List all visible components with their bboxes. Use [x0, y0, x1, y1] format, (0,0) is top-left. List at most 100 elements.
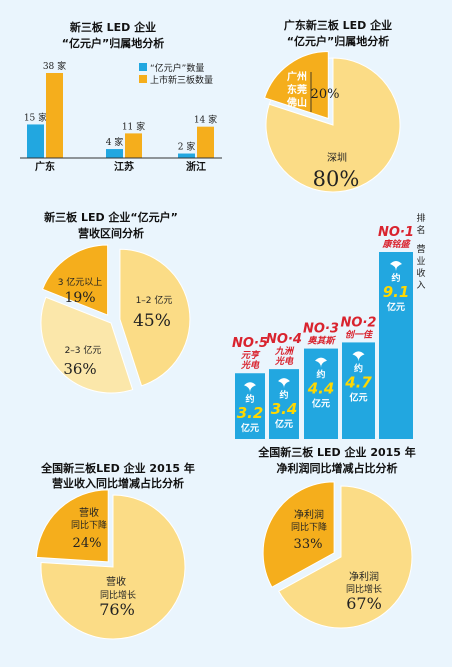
data-label: 15 家 — [24, 111, 47, 123]
bird-icon — [352, 351, 365, 362]
company-name: 元亨 — [241, 350, 261, 361]
slice-value: 45% — [133, 311, 171, 331]
legend-swatch — [139, 63, 147, 71]
slice-value: 24% — [73, 536, 102, 551]
chart-title: 新三板 LED 企业“亿元户” — [44, 210, 178, 224]
rank-label: NO·5 — [232, 336, 268, 351]
bar — [178, 153, 195, 158]
unit-label: 约 — [245, 393, 254, 405]
slice-label: 3 亿元以上 — [58, 276, 103, 288]
bird-icon — [390, 261, 402, 271]
slice-label: 净利润 — [349, 570, 379, 583]
chart-title: 广东新三板 LED 企业 — [284, 18, 392, 32]
slice-sublabel: 同比下降 — [291, 521, 327, 533]
bar — [27, 124, 44, 158]
company-name: 康铭盛 — [381, 239, 411, 250]
bar — [46, 73, 63, 158]
slice-label: 营收 — [106, 575, 126, 588]
slice-value: 33% — [294, 537, 323, 552]
company-name: 奥其斯 — [307, 336, 336, 347]
bar — [125, 133, 142, 158]
bar-value: 9.1 — [383, 283, 410, 301]
pie-slice — [41, 244, 109, 316]
rank-label: NO·2 — [341, 315, 377, 330]
slice-value: 20% — [311, 87, 340, 102]
slice-value: 19% — [64, 290, 95, 306]
legend-swatch — [139, 75, 147, 83]
chart-title: 营业收入同比增减占比分析 — [52, 476, 184, 490]
side-title: 营 — [416, 243, 425, 255]
pie-slice — [262, 481, 335, 588]
company-name: 九洲 — [274, 346, 295, 357]
tick-label: 广东 — [35, 160, 55, 173]
rank-label: NO·4 — [266, 332, 302, 347]
pie-slice — [35, 489, 109, 563]
bird-icon — [315, 357, 327, 368]
data-label: 38 家 — [43, 60, 66, 72]
unit-label: 亿元 — [241, 422, 259, 434]
slice-label: 佛山 — [286, 96, 307, 109]
pie-slice — [40, 296, 134, 394]
bar-value: 3.4 — [271, 400, 298, 418]
company-name: 光电 — [274, 356, 294, 367]
slice-label: 东莞 — [287, 83, 307, 96]
pie-slice — [278, 485, 413, 629]
slice-sublabel: 同比下降 — [71, 519, 107, 531]
slice-label: 1–2 亿元 — [136, 294, 173, 306]
chart-title: “亿元户”归属地分析 — [287, 34, 389, 48]
rank-label: NO·3 — [303, 322, 339, 337]
unit-label: 亿元 — [312, 398, 330, 410]
bar — [106, 149, 123, 158]
bird-icon — [244, 382, 256, 393]
chart-title: 净利润同比增减占比分析 — [277, 461, 398, 475]
rank-label: NO·1 — [378, 225, 414, 240]
bar-value: 4.7 — [344, 373, 372, 391]
unit-label: 亿元 — [349, 391, 367, 403]
chart-title: “亿元户”归属地分析 — [62, 36, 164, 50]
bar-value: 4.4 — [307, 380, 335, 398]
data-label: 2 家 — [178, 141, 196, 153]
slice-value: 36% — [63, 360, 96, 378]
chart-title: 营收区间分析 — [78, 226, 144, 240]
side-title: 排 — [416, 212, 425, 224]
data-label: 14 家 — [194, 114, 217, 126]
bar — [379, 252, 413, 439]
slice-label: 净利润 — [294, 508, 324, 521]
bird-icon — [278, 378, 290, 389]
data-label: 11 家 — [122, 120, 145, 132]
chart-title: 新三板 LED 企业 — [70, 20, 156, 34]
unit-label: 亿元 — [275, 418, 293, 430]
unit-label: 约 — [316, 369, 325, 381]
pie-slice — [40, 494, 186, 640]
company-name: 创一佳 — [345, 329, 373, 340]
slice-value: 80% — [313, 167, 360, 191]
unit-label: 亿元 — [387, 301, 405, 313]
bar — [197, 126, 214, 158]
slice-value: 76% — [99, 600, 135, 619]
side-title: 入 — [416, 280, 425, 291]
unit-label: 约 — [354, 362, 363, 374]
slice-sublabel: 同比增长 — [100, 589, 136, 601]
unit-label: 约 — [391, 272, 400, 284]
side-title: 名 — [416, 224, 425, 236]
slice-label: 营收 — [79, 506, 99, 519]
legend-label: “亿元户”数量 — [150, 62, 204, 74]
chart-title: 全国新三板LED 企业 2015 年 — [40, 461, 195, 475]
slice-sublabel: 同比增长 — [346, 583, 382, 595]
legend-label: 上市新三板数量 — [150, 74, 213, 86]
slice-value: 67% — [346, 594, 382, 613]
side-title: 收 — [416, 267, 425, 279]
unit-label: 约 — [279, 389, 288, 401]
pie-slice — [265, 57, 401, 193]
bar-value: 3.2 — [237, 404, 264, 422]
tick-label: 浙江 — [186, 160, 206, 173]
pie-slice — [119, 248, 191, 387]
data-label: 4 家 — [106, 136, 124, 148]
tick-label: 江苏 — [114, 160, 134, 173]
slice-label: 深圳 — [327, 152, 347, 164]
pie-slice — [263, 51, 329, 120]
chart-title: 全国新三板 LED 企业 2015 年 — [257, 445, 416, 459]
company-name: 光电 — [240, 360, 260, 371]
